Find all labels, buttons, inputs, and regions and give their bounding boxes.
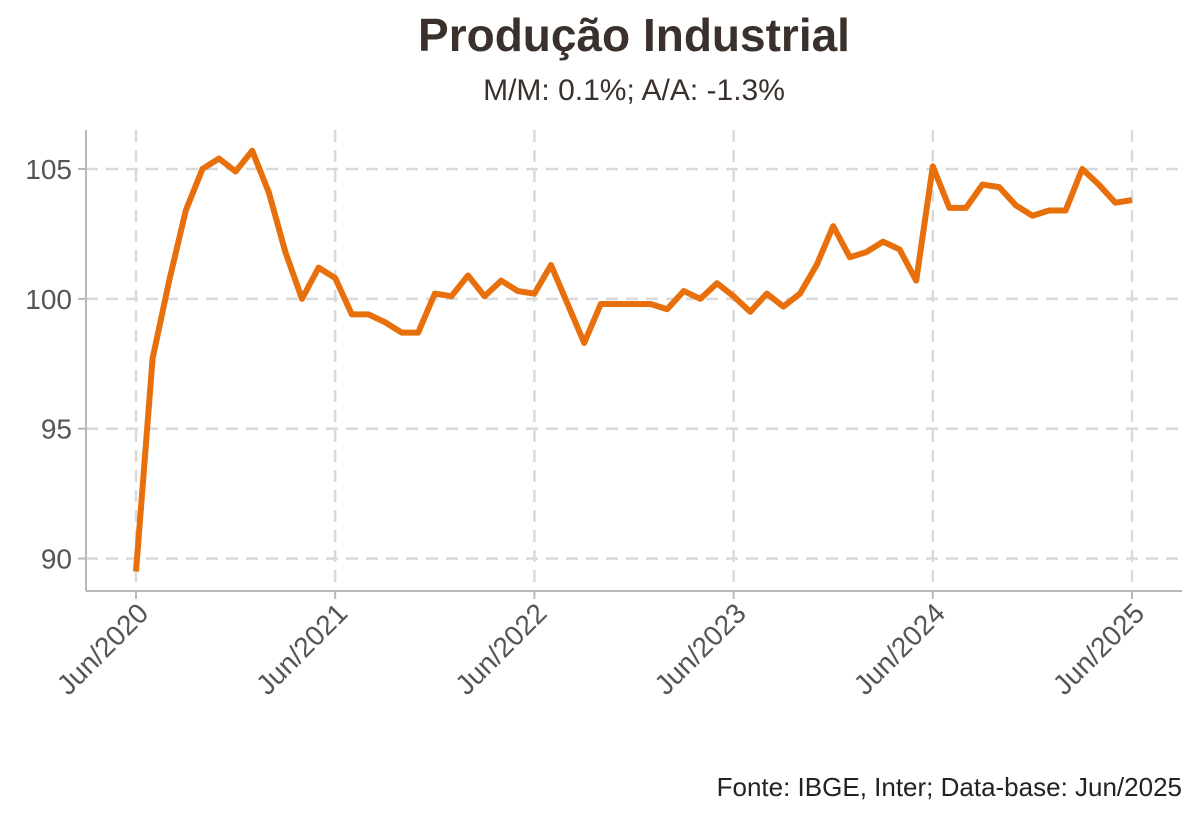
- data-point: [365, 311, 371, 317]
- data-point: [150, 356, 156, 362]
- data-point: [565, 301, 571, 307]
- data-point: [847, 254, 853, 260]
- x-tick-label: Jun/2021: [250, 597, 353, 700]
- data-point: [614, 301, 620, 307]
- x-tick-label: Jun/2025: [1047, 597, 1150, 700]
- data-point: [415, 330, 421, 336]
- data-point: [465, 272, 471, 278]
- y-tick-label: 95: [41, 414, 72, 445]
- data-point: [830, 223, 836, 229]
- y-tick-label: 100: [25, 284, 72, 315]
- data-point: [199, 166, 205, 172]
- data-point: [399, 330, 405, 336]
- chart-subtitle: M/M: 0.1%; A/A: -1.3%: [483, 74, 785, 107]
- data-point: [548, 262, 554, 268]
- x-tick-label: Jun/2022: [449, 597, 552, 700]
- data-point: [332, 275, 338, 281]
- data-point: [448, 293, 454, 299]
- data-point: [1063, 208, 1069, 214]
- data-point: [349, 311, 355, 317]
- data-point: [631, 301, 637, 307]
- x-tick-label: Jun/2020: [51, 597, 154, 700]
- data-point: [764, 291, 770, 297]
- data-point: [498, 278, 504, 284]
- data-point: [1112, 200, 1118, 206]
- data-point: [598, 301, 604, 307]
- y-tick-labels: 90 95 100 105: [25, 154, 72, 575]
- data-point: [249, 148, 255, 154]
- data-point: [863, 249, 869, 255]
- data-point: [482, 293, 488, 299]
- data-point: [316, 265, 322, 271]
- axes: [78, 130, 1182, 599]
- y-tick-label: 90: [41, 544, 72, 575]
- gridlines: [86, 130, 1182, 591]
- data-point: [780, 304, 786, 310]
- data-point: [581, 340, 587, 346]
- data-point: [913, 278, 919, 284]
- data-point: [814, 262, 820, 268]
- x-tick-labels: Jun/2020 Jun/2021 Jun/2022 Jun/2023 Jun/2024…: [51, 597, 1150, 700]
- data-point: [1079, 166, 1085, 172]
- data-point: [946, 205, 952, 211]
- data-point: [714, 280, 720, 286]
- data-point: [1013, 202, 1019, 208]
- chart-title: Produção Industrial: [418, 9, 850, 61]
- data-point: [299, 296, 305, 302]
- data-point: [697, 296, 703, 302]
- x-tick-label: Jun/2024: [848, 597, 951, 700]
- data-point: [266, 189, 272, 195]
- data-point: [1046, 208, 1052, 214]
- data-point: [731, 293, 737, 299]
- data-point: [747, 309, 753, 315]
- data-point: [1129, 197, 1135, 203]
- data-point: [996, 184, 1002, 190]
- data-point: [233, 169, 239, 175]
- chart-source: Fonte: IBGE, Inter; Data-base: Jun/2025: [716, 772, 1182, 802]
- data-point: [897, 246, 903, 252]
- data-point: [664, 306, 670, 312]
- data-point: [1096, 182, 1102, 188]
- data-point: [282, 249, 288, 255]
- data-point: [133, 569, 139, 575]
- data-point: [531, 291, 537, 297]
- data-point: [930, 163, 936, 169]
- data-point: [648, 301, 654, 307]
- data-point: [515, 288, 521, 294]
- x-tick-label: Jun/2023: [648, 597, 751, 700]
- data-point: [681, 288, 687, 294]
- data-point: [382, 319, 388, 325]
- data-point: [963, 205, 969, 211]
- y-tick-label: 105: [25, 154, 72, 185]
- data-point: [1029, 213, 1035, 219]
- series-layer: [133, 147, 1135, 575]
- data-point: [166, 278, 172, 284]
- data-point: [980, 182, 986, 188]
- series-line: [133, 147, 1133, 572]
- data-point: [880, 239, 886, 245]
- data-point: [183, 208, 189, 214]
- data-point: [797, 291, 803, 297]
- data-point: [432, 291, 438, 297]
- data-point: [216, 156, 222, 162]
